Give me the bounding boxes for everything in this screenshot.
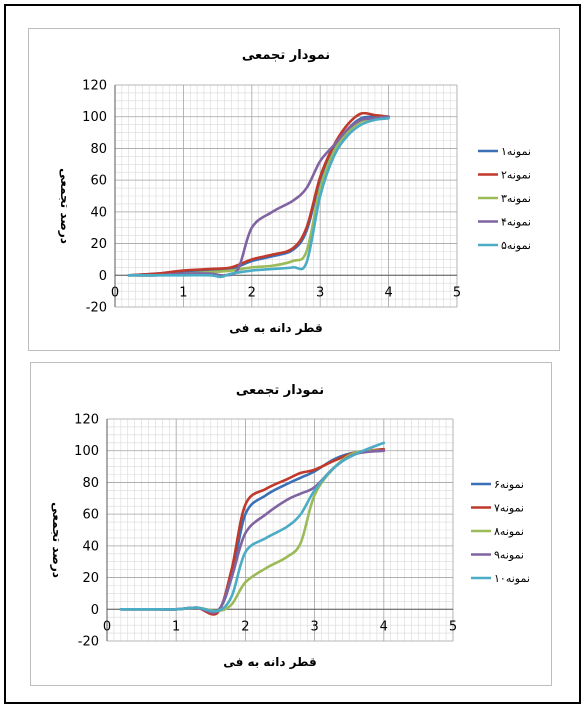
y-tick-label: -20 — [78, 635, 99, 650]
x-tick-label: 4 — [380, 619, 388, 634]
legend-label-1: نمونه۱ — [501, 145, 531, 158]
x-tick-label: 5 — [449, 619, 457, 634]
x-axis-label: قطر دانه به فی — [223, 655, 316, 669]
chart-1: نمودار تجمعی -20 0 20 40 60 80 100 120 0 1 2 3 4 5 قطر … — [58, 48, 531, 335]
x-tick-label: 5 — [453, 285, 461, 300]
series-line-4 — [127, 115, 390, 277]
y-tick-label: 20 — [90, 237, 107, 252]
x-axis-label: قطر دانه به فی — [229, 321, 322, 335]
legend-label-4: نمونه۹ — [494, 549, 524, 562]
x-tick-label: 0 — [103, 619, 111, 634]
y-tick-label: 120 — [82, 79, 107, 94]
legend-label-1: نمونه۶ — [494, 478, 524, 491]
x-tick-label: 0 — [111, 285, 119, 300]
y-tick-label: 40 — [90, 205, 107, 220]
x-tick-label: 1 — [172, 619, 180, 634]
legend: نمونه۶ نمونه۷ نمونه۸ نمونه۹ نمونه۱۰ — [471, 478, 530, 585]
x-tick-label: 3 — [310, 619, 318, 634]
y-tick-label: 80 — [90, 142, 107, 157]
legend-label-5: نمونه۵ — [501, 239, 531, 252]
chart-panel-1: نمودار تجمعی -20 0 20 40 60 80 100 120 0 1 2 3 4 5 قطر … — [28, 28, 560, 351]
x-tick-label: 4 — [384, 285, 392, 300]
y-tick-label: 100 — [74, 444, 99, 459]
y-tick-label: 120 — [74, 413, 99, 428]
x-tick-label: 2 — [241, 619, 249, 634]
x-tick-label: 2 — [248, 285, 256, 300]
legend-label-3: نمونه۸ — [494, 525, 524, 538]
chart-panel-2: نمودار تجمعی -20 0 20 40 60 80 100 120 0 1 2 3 4 5 قطر … — [30, 362, 552, 686]
y-axis-label: درصد تجمعی — [50, 502, 64, 578]
y-tick-label: 60 — [90, 174, 107, 189]
chart-title: نمودار تجمعی — [242, 48, 330, 63]
series-line-5 — [127, 117, 390, 279]
legend-label-2: نمونه۷ — [494, 502, 524, 515]
legend-label-2: نمونه۲ — [501, 169, 531, 182]
y-tick-label: 40 — [82, 539, 99, 554]
y-tick-label: 20 — [82, 571, 99, 586]
x-tick-label: 3 — [316, 285, 324, 300]
chart-2: نمودار تجمعی -20 0 20 40 60 80 100 120 0 1 2 3 4 5 قطر … — [50, 383, 530, 669]
grid — [106, 418, 454, 642]
y-tick-label: 0 — [99, 269, 107, 284]
legend-label-4: نمونه۴ — [501, 216, 531, 229]
y-tick-label: 100 — [82, 110, 107, 125]
y-tick-label: -20 — [86, 301, 107, 316]
y-tick-label: 0 — [91, 603, 99, 618]
legend-label-3: نمونه۳ — [501, 192, 531, 205]
chart-title: نمودار تجمعی — [236, 383, 324, 398]
x-tick-label: 1 — [179, 285, 187, 300]
series-line-2 — [127, 111, 390, 277]
y-tick-label: 80 — [82, 476, 99, 491]
legend-label-5: نمونه۱۰ — [494, 572, 530, 585]
y-axis-label: درصد تجمعی — [58, 168, 72, 244]
legend: نمونه۱ نمونه۲ نمونه۳ نمونه۴ نمونه۵ — [478, 145, 531, 252]
y-tick-label: 60 — [82, 508, 99, 523]
series-line-5 — [119, 441, 386, 613]
